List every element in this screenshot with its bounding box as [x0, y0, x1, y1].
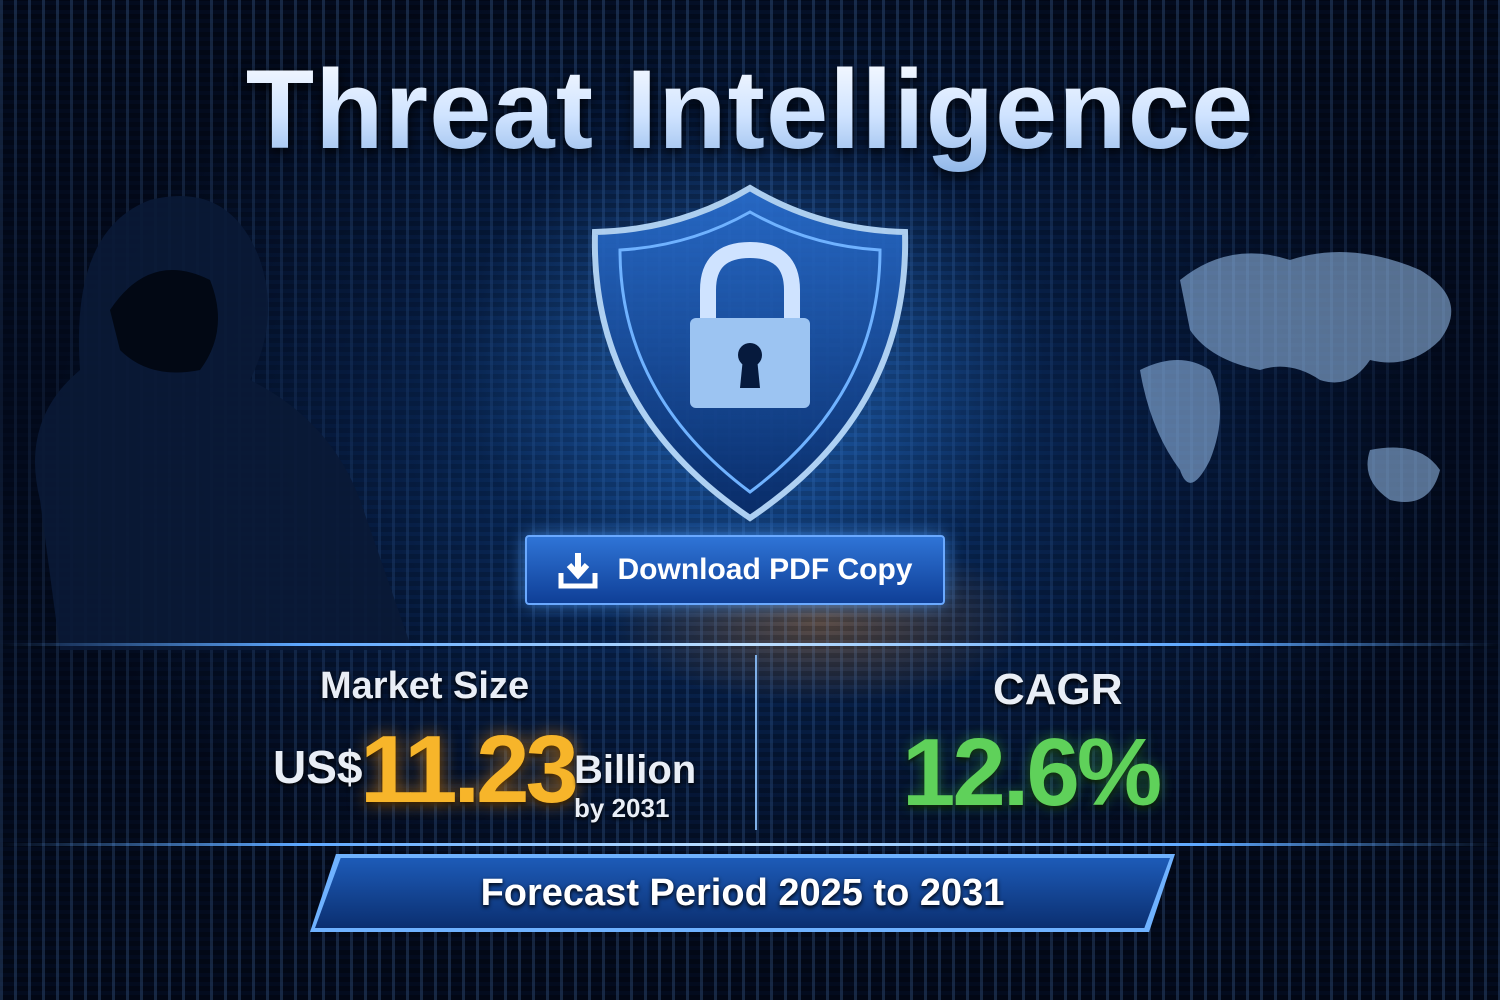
market-size-value: 11.23 — [360, 716, 579, 823]
hooded-hacker-illustration — [35, 196, 413, 650]
currency-label: US$ — [273, 741, 363, 793]
shield-lock-illustration — [591, 184, 909, 522]
divider-vertical — [755, 655, 757, 830]
cagr-label: CAGR — [993, 665, 1123, 714]
forecast-banner: Forecast Period 2025 to 2031 — [315, 858, 1170, 928]
download-button-label: Download PDF Copy — [617, 553, 913, 586]
cagr-value: 12.6% — [902, 719, 1162, 826]
forecast-label: Forecast Period 2025 to 2031 — [480, 871, 1005, 914]
download-icon — [558, 553, 597, 589]
download-pdf-button[interactable]: Download PDF Copy — [525, 535, 945, 605]
divider-top — [0, 643, 1500, 646]
lock-icon — [690, 241, 810, 408]
page-title: Threat Intelligence — [0, 45, 1500, 174]
market-size-unit: Billion — [574, 748, 697, 792]
divider-bottom — [0, 843, 1500, 846]
world-map-icon — [1140, 252, 1452, 502]
market-size-label: Market Size — [320, 665, 530, 707]
market-size-year: by 2031 — [574, 793, 670, 823]
